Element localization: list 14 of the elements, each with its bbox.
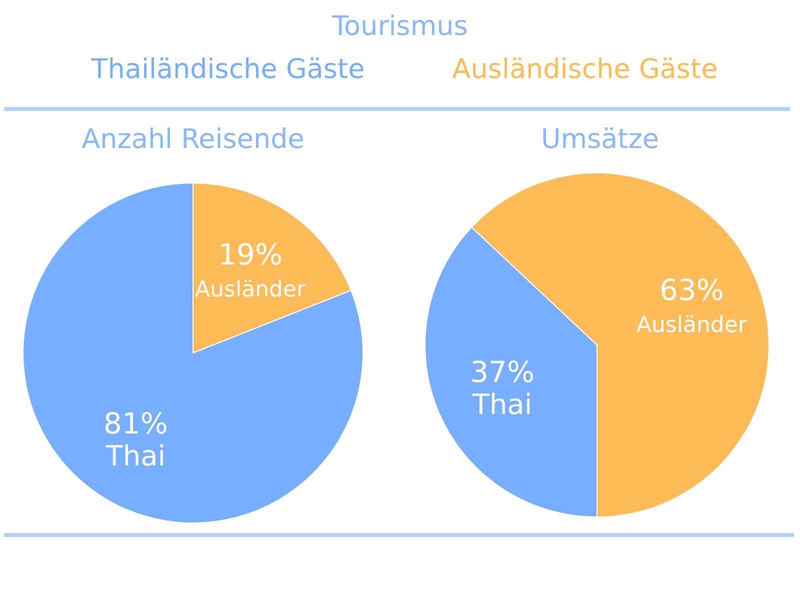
chart-title: Umsätze <box>540 124 660 155</box>
pie-slice <box>22 182 364 524</box>
slice-label: Thai <box>104 439 166 472</box>
slice-label: Ausländer <box>195 278 307 303</box>
category-label: Ausländische Gäste <box>452 54 718 85</box>
data-label: 19% <box>218 238 283 272</box>
slice-label: Thai <box>471 388 532 421</box>
data-label: 63% <box>659 273 724 308</box>
text: Tourismus <box>331 11 468 42</box>
chart-title: Anzahl Reisende <box>82 124 304 155</box>
data-label: 81% <box>103 406 168 440</box>
data-label: 37% <box>470 354 535 389</box>
slice-label: Ausländer <box>636 313 748 338</box>
category-label: Thailändische Gäste <box>90 54 365 85</box>
